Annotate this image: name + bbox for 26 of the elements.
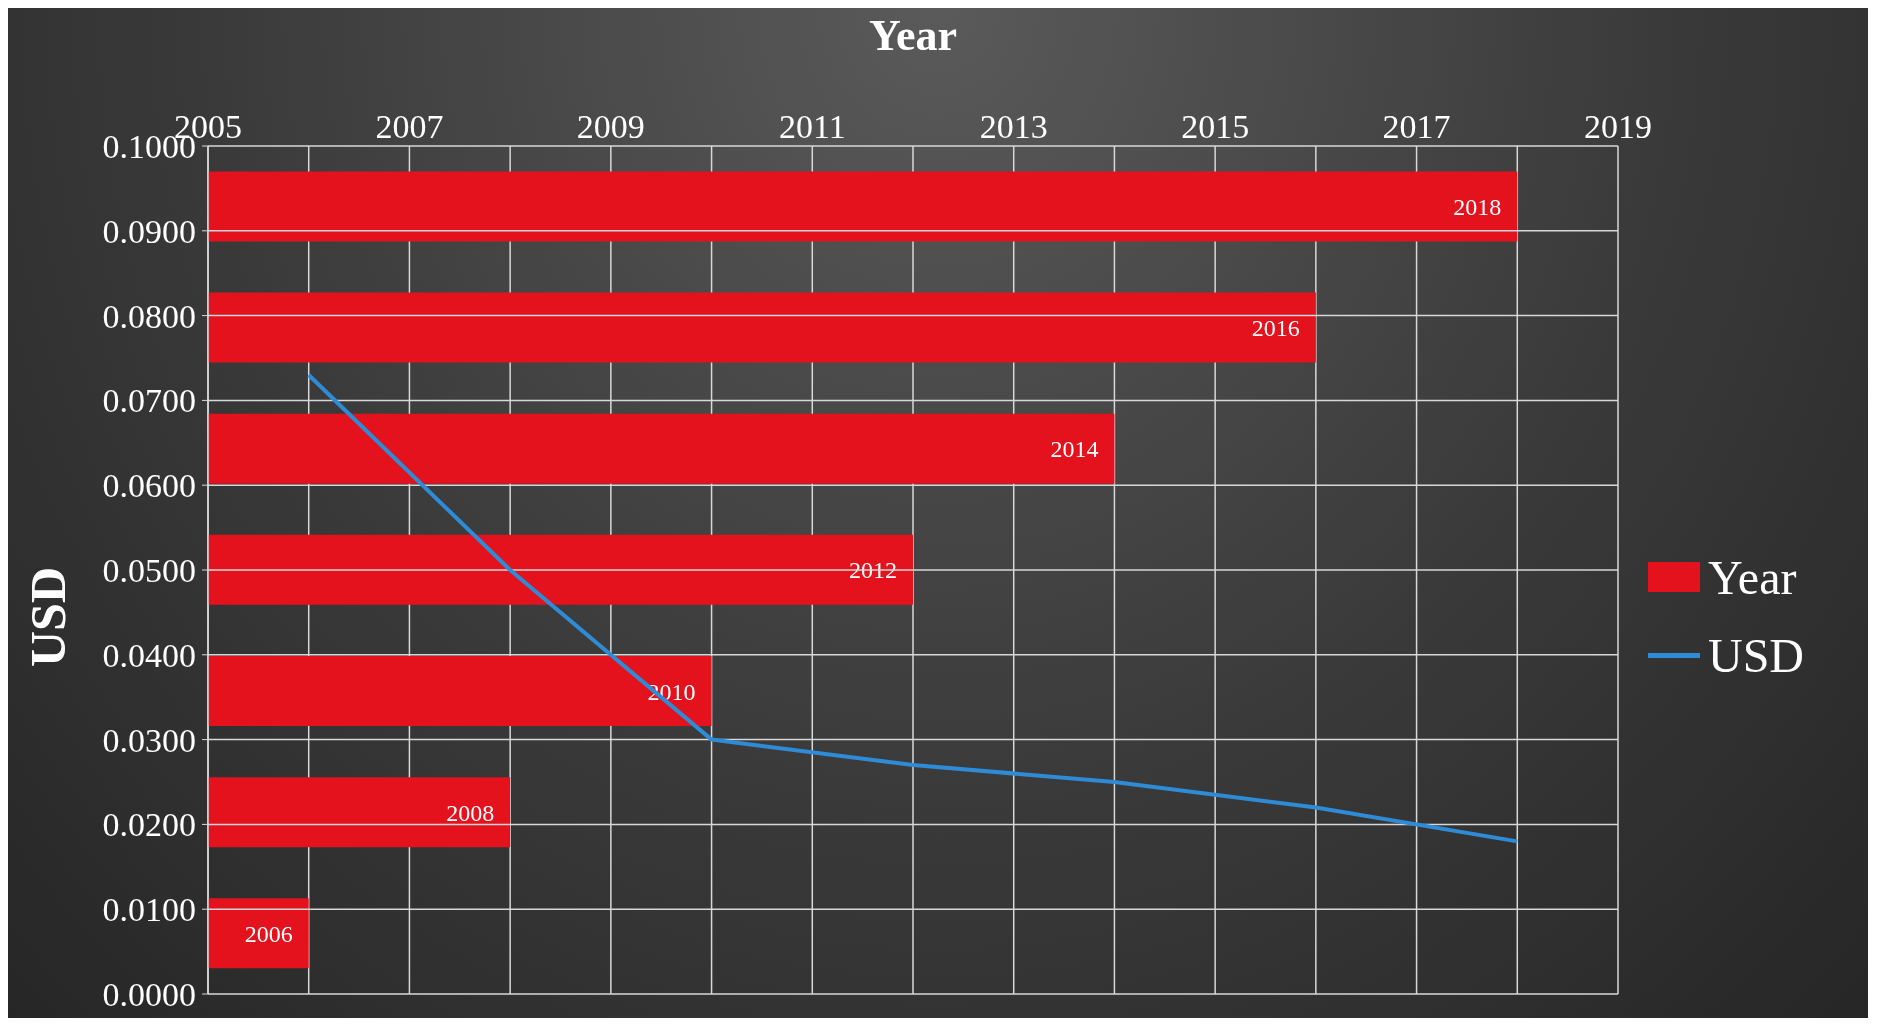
data-label: 2008 <box>446 799 495 826</box>
y-tick-label: 0.0700 <box>102 382 196 420</box>
y-tick-label: 0.0900 <box>102 212 196 250</box>
x-tick-label: 2019 <box>1584 108 1652 145</box>
y-tick-label: 0.0500 <box>102 552 196 590</box>
y-tick-label: 0.0800 <box>102 297 196 335</box>
y-tick-label: 0.0300 <box>102 721 196 759</box>
legend-label: USD <box>1708 627 1805 683</box>
x-tick-label: 2009 <box>576 108 645 145</box>
x-axis-title: Year <box>868 10 958 61</box>
legend-label: Year <box>1708 549 1797 605</box>
x-tick-label: 2013 <box>979 108 1048 145</box>
y-tick-label: 0.0000 <box>102 976 196 1014</box>
data-label: 2014 <box>1050 436 1099 463</box>
x-tick-label: 2017 <box>1382 108 1451 145</box>
y-tick-label: 0.0200 <box>102 806 196 844</box>
data-label: 2018 <box>1453 193 1502 220</box>
y-axis-title: USD <box>19 566 77 669</box>
y-tick-label: 0.0600 <box>102 467 196 505</box>
y-tick-label: 0.0400 <box>102 636 196 674</box>
y-tick-label: 0.0100 <box>102 891 196 929</box>
x-tick-label: 2011 <box>778 108 846 145</box>
x-tick-label: 2007 <box>375 108 444 145</box>
data-label: 2006 <box>244 920 293 947</box>
data-label: 2016 <box>1251 315 1300 342</box>
x-tick-label: 2015 <box>1181 108 1250 145</box>
